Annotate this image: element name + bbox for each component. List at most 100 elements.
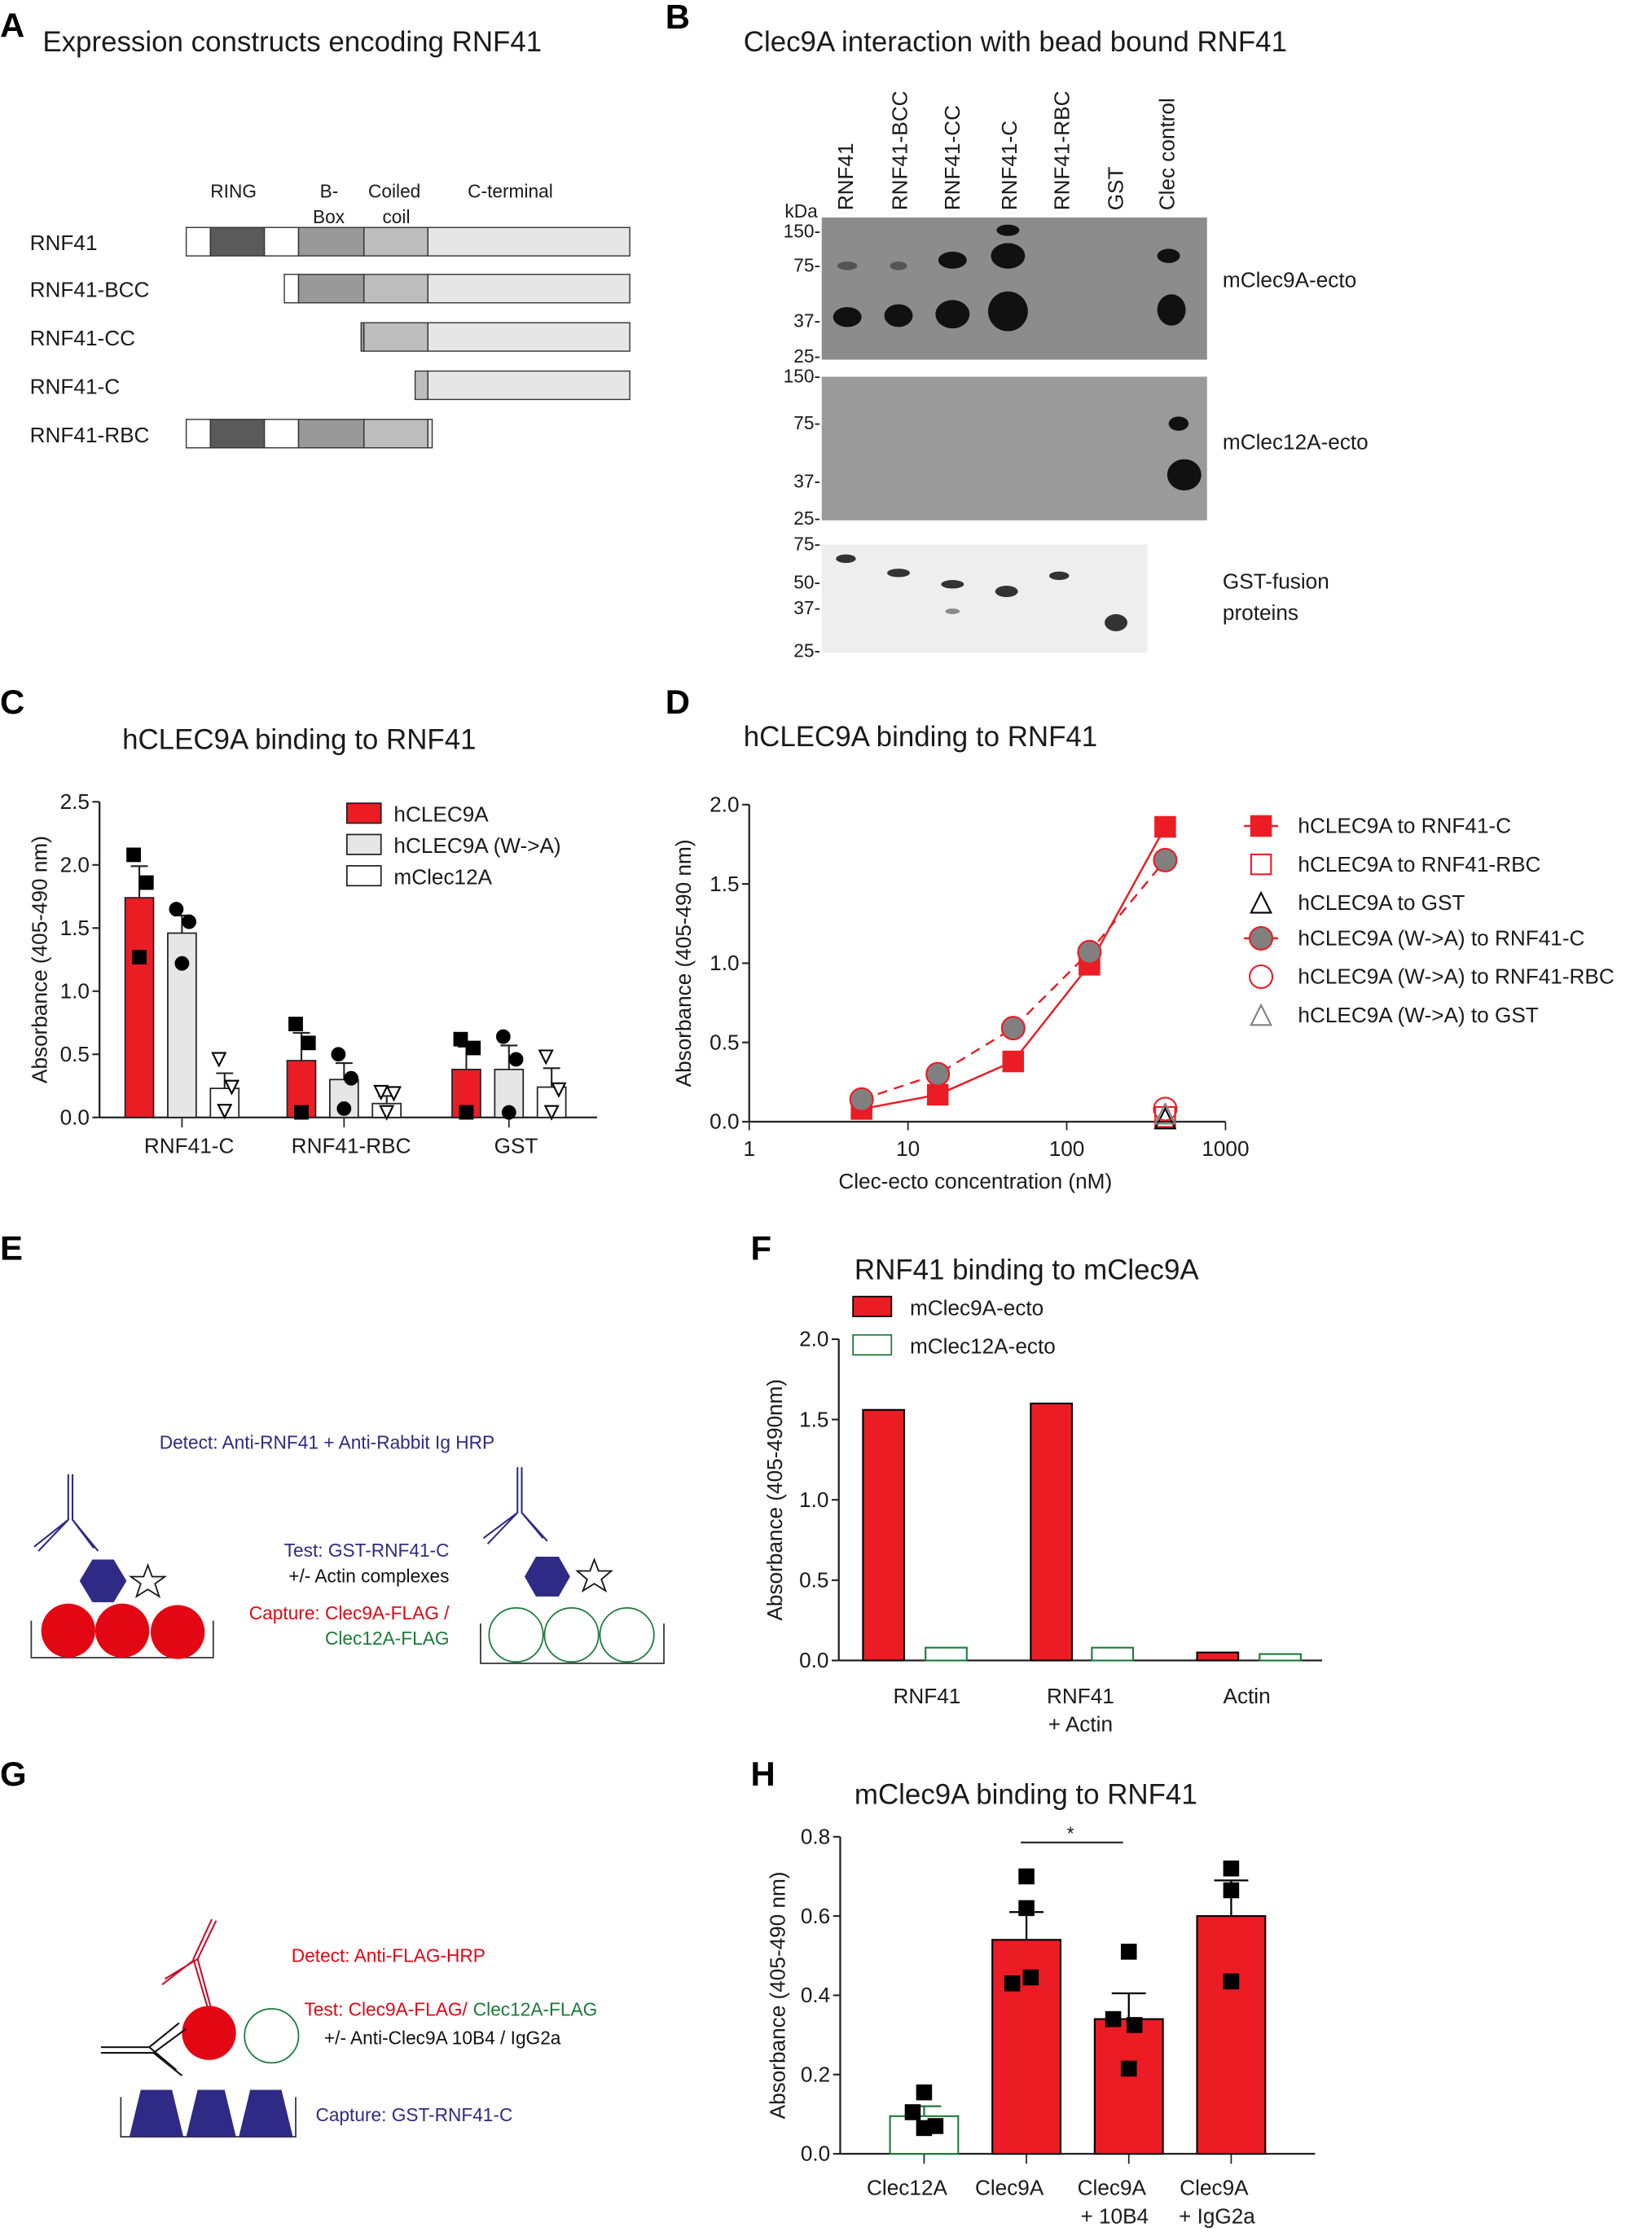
test-text: Test: Clec9A-FLAG/Clec12A-FLAG (304, 1999, 597, 2020)
domain-segment (209, 419, 266, 449)
data-point (543, 1105, 560, 1121)
y-tick-label: 0.0 (60, 1105, 90, 1129)
x-tick-label: 10 (896, 1136, 920, 1161)
blot-image (821, 376, 1207, 521)
x-axis-label: Clec-ecto concentration (nM) (838, 1169, 1112, 1193)
x-tick-label: RNF41 (893, 1684, 960, 1708)
lane-label: GST (1104, 167, 1128, 211)
band (887, 569, 910, 578)
mw-marker-label: 37- (793, 310, 820, 331)
y-tick-label: 0.8 (801, 1825, 830, 1849)
data-point (1000, 1016, 1026, 1041)
data-point (1223, 1973, 1240, 1990)
y-tick-label: 0.0 (710, 1109, 739, 1134)
domain-segment (263, 226, 300, 257)
data-point (336, 1101, 352, 1116)
data-point (1223, 1882, 1240, 1899)
data-point (1153, 847, 1178, 872)
series-hCLEC9A (W->A) to RNF41-C (849, 847, 1178, 1112)
panel-letter: H (751, 1755, 775, 1793)
construct-label: RNF41-BCC (30, 278, 150, 302)
data-point (466, 1040, 481, 1056)
panel-letter: F (751, 1228, 772, 1267)
x-tick-label: RNF41 (1047, 1684, 1114, 1708)
detect-text: Detect: Anti-FLAG-HRP (292, 1944, 485, 1966)
data-point (1154, 815, 1176, 838)
y-tick-label: 1.0 (60, 978, 90, 1003)
anti-clec9a-antibody-icon (100, 2022, 187, 2076)
capture-text: Capture: GST-RNF41-C (315, 2104, 512, 2125)
domain-segment (283, 274, 300, 304)
bead-icon (543, 1606, 600, 1663)
y-tick-label: 0.5 (60, 1042, 90, 1066)
data-point (508, 1052, 524, 1067)
chart-title: RNF41 binding to mClec9A (855, 1254, 1199, 1286)
panel-f-chart: F RNF41 binding to mClec9A 0.0 0.5 1.0 1.5 2.… (751, 1228, 1323, 1737)
domain-label-coiled-coil: coil (382, 206, 410, 227)
y-tick-label: 0.6 (801, 1904, 830, 1928)
legend-marker (1250, 890, 1272, 914)
panel-h-chart: H mClec9A binding to RNF41 0.0 0.2 0.4 0.6 0.… (751, 1755, 1316, 2229)
construct-label: RNF41-CC (30, 326, 135, 350)
y-tick-label: 1.5 (710, 872, 739, 896)
band (1157, 248, 1180, 263)
band (890, 261, 907, 270)
chart-title: mClec9A binding to RNF41 (855, 1779, 1197, 1811)
x-tick-label: + 10B4 (1080, 2204, 1149, 2229)
band (1167, 459, 1202, 491)
series-mClec12A (209, 1049, 567, 1121)
error-bar (500, 1044, 518, 1070)
mw-marker-label: 37- (793, 597, 820, 618)
legend-label: hCLEC9A to GST (1298, 890, 1465, 915)
panel-title: Expression constructs encoding RNF41 (42, 26, 542, 58)
x-tick-label: Clec12A (867, 2176, 947, 2200)
star-icon (128, 1563, 168, 1598)
y-tick-label: 1.5 (60, 916, 90, 940)
legend-marker (1249, 925, 1274, 951)
test-text-clec9a: Test: Clec9A-FLAG/ (304, 1999, 468, 2020)
domain-segment (427, 274, 630, 304)
mw-marker-label: 25- (793, 639, 820, 661)
y-tick-label: 0.5 (710, 1030, 739, 1054)
lane-label: RNF41 (833, 143, 858, 210)
legend-label: mClec9A-ecto (910, 1295, 1043, 1320)
legend-swatch (345, 802, 382, 824)
error-bar (1111, 1992, 1146, 2019)
data-point (288, 1017, 303, 1031)
legend-label: hCLEC9A (W->A) to GST (1298, 1003, 1538, 1027)
data-point (551, 1082, 567, 1098)
panel-letter: A (0, 6, 24, 44)
y-tick-label: 0.4 (801, 1983, 830, 2007)
bead-icon (599, 1606, 655, 1663)
hexagon-icon (186, 2089, 236, 2138)
lane-label: RNF41-BCC (887, 90, 912, 210)
x-tick-label: RNF41-C (144, 1133, 234, 1158)
panel-letter: D (666, 683, 690, 721)
band (995, 586, 1018, 597)
mw-marker-label: 50- (793, 572, 820, 593)
blot-mclec12a (821, 376, 1207, 521)
y-axis-label: Absorbance (405-490 nm) (28, 836, 52, 1083)
panel-a: A Expression constructs encoding RNF41 R… (0, 6, 630, 449)
bar (124, 897, 155, 1118)
mw-marker-label: 75- (793, 533, 820, 554)
blot-label: mClec12A-ecto (1223, 429, 1369, 454)
test-text-clec12a: Clec12A-FLAG (473, 1999, 597, 2020)
y-axis-label: Absorbance (405-490nm) (762, 1379, 787, 1621)
bar (1091, 1646, 1135, 1662)
band (945, 608, 960, 614)
domain-segment (414, 370, 429, 401)
bar-group (889, 2084, 960, 2155)
x-tick-label: + Actin (1048, 1712, 1113, 1737)
data-point (344, 1070, 358, 1086)
legend-label: hCLEC9A (W->A) to RNF41-RBC (1298, 964, 1614, 989)
capture-text: Capture: Clec9A-FLAG / (249, 1602, 450, 1623)
antibody-icon (33, 1474, 99, 1552)
well-clec12a (480, 1467, 665, 1664)
band (1168, 416, 1189, 431)
data-point (223, 1079, 240, 1096)
y-tick-label: 1.0 (710, 951, 739, 975)
y-axis-label: Absorbance (405-490 nm) (671, 839, 696, 1087)
band (1157, 294, 1186, 326)
data-point (1004, 1975, 1021, 1992)
